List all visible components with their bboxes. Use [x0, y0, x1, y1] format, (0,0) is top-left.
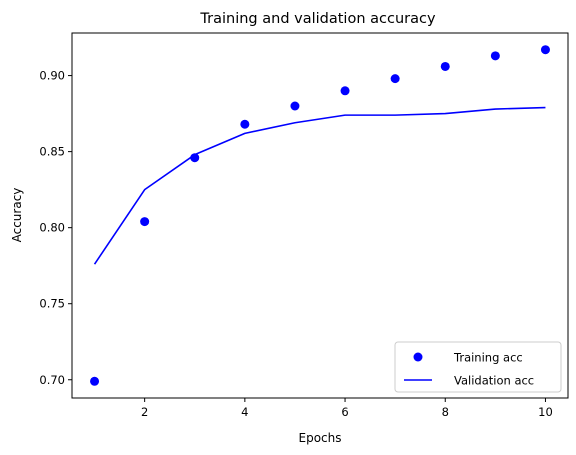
- y-tick-label: 0.75: [39, 297, 65, 311]
- training-acc-point: [340, 86, 350, 96]
- x-tick-label: 4: [241, 405, 248, 419]
- legend-label-training: Training acc: [453, 351, 523, 365]
- y-axis-label: Accuracy: [10, 188, 24, 243]
- legend-marker-training: [413, 352, 423, 362]
- training-acc-point: [140, 217, 150, 227]
- training-acc-point: [440, 61, 450, 71]
- training-acc-point: [490, 51, 500, 61]
- legend-label-validation: Validation acc: [454, 374, 534, 388]
- x-tick-label: 10: [538, 405, 553, 419]
- training-acc-point: [290, 101, 300, 111]
- x-tick-label: 8: [442, 405, 449, 419]
- training-acc-point: [90, 376, 100, 386]
- chart-title: Training and validation accuracy: [199, 11, 436, 27]
- plot-frame: [71, 32, 569, 399]
- y-tick-label: 0.85: [39, 145, 65, 159]
- legend-box: [394, 341, 562, 393]
- y-tick-label: 0.70: [39, 373, 65, 387]
- axis-ticks: 2 4 6 8 10 0.70 0.75 0.80 0.85 0.90: [39, 69, 552, 419]
- training-acc-point: [540, 45, 550, 55]
- plot-marks: [90, 45, 550, 386]
- training-acc-point: [390, 74, 400, 84]
- training-acc-point: [240, 119, 250, 129]
- y-tick-label: 0.80: [39, 221, 65, 235]
- y-tick-label: 0.90: [39, 69, 65, 83]
- x-tick-label: 6: [341, 405, 348, 419]
- legend: Training acc Validation acc: [394, 341, 562, 393]
- validation-acc-line: [93, 106, 546, 265]
- x-tick-label: 2: [141, 405, 148, 419]
- x-axis-label: Epochs: [299, 431, 342, 445]
